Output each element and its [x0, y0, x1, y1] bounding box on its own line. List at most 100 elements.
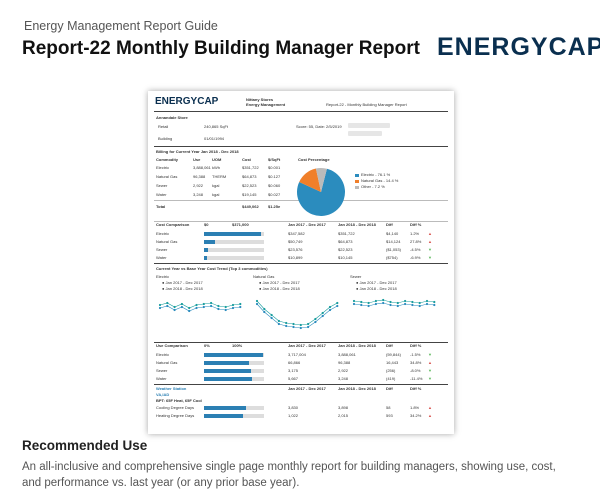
billing-cell: 96,388 [193, 174, 206, 179]
cost-bar-track [204, 256, 264, 260]
trend-point [352, 302, 356, 306]
use-prev: 66,866 [288, 360, 301, 365]
trend-point [321, 314, 324, 318]
trend-point [224, 308, 227, 312]
divider [154, 221, 448, 222]
use-comparison-header: Jan 2017 - Dec 2017 [288, 343, 326, 348]
trend-point [166, 304, 169, 308]
billing-cell: $0.127 [268, 174, 281, 179]
trend-point [360, 303, 363, 307]
weather-header: Jan 2018 - Dec 2018 [338, 386, 376, 391]
trend-point [328, 305, 332, 309]
cost-bar [204, 232, 261, 236]
down-triangle-icon: ▼ [428, 352, 432, 357]
trend-point [336, 301, 339, 305]
trend-point [195, 303, 198, 307]
cost-diff: ($754) [386, 255, 398, 260]
trend-point [210, 301, 213, 305]
billing-title: Billing for Current Year Jan 2018 - Dec … [156, 149, 239, 154]
cost-bar [204, 248, 208, 252]
trend-point [299, 323, 302, 327]
trend-point [374, 299, 377, 303]
use-bar [204, 361, 249, 365]
trend-point [328, 308, 332, 312]
up-triangle-icon: ▲ [428, 413, 432, 418]
divider [154, 342, 448, 343]
trend-point [239, 302, 242, 306]
trend-point [389, 300, 392, 304]
trend-series-line [159, 305, 241, 312]
cost-comparison-header: Jan 2017 - Dec 2017 [288, 222, 326, 227]
cost-comparison-header: $0 [204, 222, 209, 227]
weather-bar [204, 406, 246, 410]
cost-pct: -6.9% [410, 255, 421, 260]
weather-prev: 1,022 [288, 413, 299, 418]
weather-row-label: Heating Degree Days [156, 413, 195, 418]
up-triangle-icon: ▲ [428, 239, 432, 244]
use-row-label: Sewer [156, 368, 168, 373]
use-diff: (419) [386, 376, 396, 381]
trend-point [396, 301, 399, 305]
trend-legend-current: ● Jan 2018 - Dec 2018 [162, 286, 203, 291]
billing-cell: $1.25e [268, 204, 281, 209]
pie-title: Cost Percentage [298, 157, 330, 162]
use-curr: 3,888,061 [338, 352, 356, 357]
trend-series-line [353, 302, 435, 307]
use-pct: 34.8% [410, 360, 422, 365]
cost-pie-chart [297, 168, 345, 216]
trend-point [382, 301, 385, 305]
billing-cell: $351,722 [242, 165, 259, 170]
cost-diff: $4,140 [386, 231, 399, 236]
cost-comparison-header: Diff % [410, 222, 422, 227]
trend-point [418, 301, 421, 305]
cost-pct: 27.8% [410, 239, 422, 244]
down-triangle-icon: ▼ [428, 255, 432, 260]
pie-slice [299, 168, 321, 192]
cost-diff: $14,124 [386, 239, 401, 244]
billing-header: $/SqFt [268, 157, 281, 162]
use-bar [204, 377, 252, 381]
use-row-label: Electric [156, 352, 170, 357]
cost-comparison-header: Jan 2018 - Dec 2018 [338, 222, 376, 227]
trend-legend-base: ● Jan 2017 - Dec 2017 [162, 280, 203, 285]
trend-point [173, 305, 176, 309]
billing-header: Cost [242, 157, 251, 162]
trend-legend-base: ● Jan 2017 - Dec 2017 [356, 280, 397, 285]
redacted-text [348, 123, 390, 128]
trend-point [433, 300, 436, 304]
trend-point [425, 302, 429, 306]
trend-point [314, 320, 317, 324]
use-bar [204, 369, 251, 373]
trend-series-line [159, 302, 241, 309]
billing-cell: $0.001 [268, 165, 281, 170]
up-triangle-icon: ▲ [428, 360, 432, 365]
weather-curr: 2,015 [338, 413, 349, 418]
cost-row-label: Electric [156, 231, 170, 236]
weather-curr: 3,898 [338, 405, 349, 410]
trend-point [396, 304, 399, 308]
trend-point [299, 326, 302, 330]
cost-row-label: Sewer [156, 247, 168, 252]
org-name: Nittany Stores [246, 97, 274, 102]
cost-pct: 1.2% [410, 231, 420, 236]
divider [154, 146, 448, 147]
billing-cell: $449,062 [242, 204, 259, 209]
pie-legend-entry: Natural Gas - 14.4 % [361, 178, 399, 183]
cost-comparison-header: $371,000 [232, 222, 249, 227]
use-curr: 96,388 [338, 360, 351, 365]
weather-balance-point: BPT: 65F Heat, 65F Cool [156, 398, 202, 403]
use-pct: -11.4% [410, 376, 423, 381]
billing-header: Commodity [156, 157, 178, 162]
use-diff: (59,844) [386, 352, 401, 357]
building-label: Building [158, 136, 173, 141]
use-pct: -1.5% [410, 352, 421, 357]
divider [154, 111, 448, 112]
pie-slice [315, 168, 327, 192]
trend-series-line [353, 299, 435, 304]
trend-legend-current: ● Jan 2018 - Dec 2018 [356, 286, 397, 291]
legend-swatch [355, 180, 359, 183]
billing-cell: kgal [212, 192, 220, 197]
trend-legend-current: ● Jan 2018 - Dec 2018 [259, 286, 300, 291]
energycap-logo: ENERGYCAP [437, 33, 600, 62]
trend-point [418, 304, 421, 308]
